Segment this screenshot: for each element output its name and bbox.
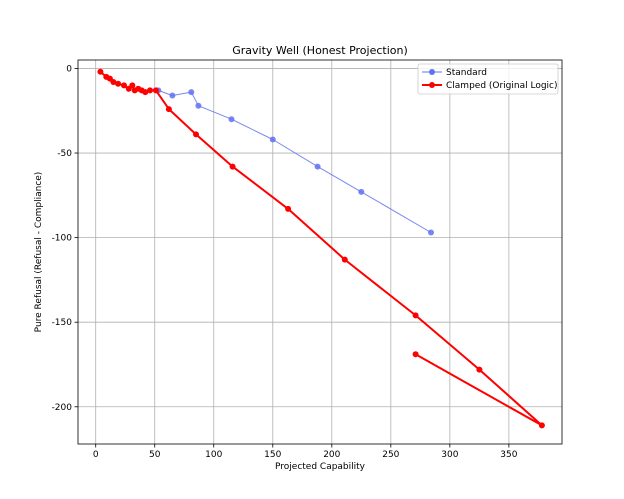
chart-title: Gravity Well (Honest Projection) bbox=[232, 44, 408, 57]
data-point-clamped-original-logic-4 bbox=[115, 80, 122, 87]
series-line-standard bbox=[158, 89, 432, 233]
x-tick-label-6: 300 bbox=[441, 450, 458, 460]
x-tick-label-0: 0 bbox=[93, 450, 99, 460]
y-axis: 0 -50 -100 -150 -200 bbox=[52, 64, 78, 413]
x-tick-label-3: 150 bbox=[264, 450, 281, 460]
series-layer bbox=[97, 68, 545, 429]
data-point-clamped-original-logic-11 bbox=[142, 89, 149, 96]
data-point-clamped-original-logic-17 bbox=[285, 205, 292, 212]
y-tick-label-1: -50 bbox=[57, 149, 72, 159]
data-point-clamped-original-logic-12 bbox=[147, 87, 153, 94]
data-point-clamped-original-logic-7 bbox=[129, 82, 136, 89]
data-point-standard-3 bbox=[195, 102, 202, 109]
data-point-clamped-original-logic-18 bbox=[341, 256, 348, 263]
x-tick-label-5: 250 bbox=[382, 450, 399, 460]
y-tick-label-4: -200 bbox=[52, 403, 73, 413]
legend-marker-clamped bbox=[429, 82, 435, 88]
data-point-clamped-original-logic-21 bbox=[538, 422, 545, 429]
data-point-clamped-original-logic-15 bbox=[193, 131, 199, 138]
x-tick-label-4: 200 bbox=[323, 450, 340, 460]
data-point-clamped-original-logic-3 bbox=[110, 79, 117, 85]
x-tick-label-2: 100 bbox=[205, 450, 222, 460]
data-point-clamped-original-logic-0 bbox=[97, 68, 104, 75]
grid-lines bbox=[78, 60, 562, 444]
data-point-clamped-original-logic-16 bbox=[229, 163, 236, 170]
y-tick-label-3: -150 bbox=[52, 318, 73, 328]
data-point-standard-7 bbox=[358, 188, 365, 195]
y-axis-label: Pure Refusal (Refusal - Compliance) bbox=[34, 172, 44, 333]
data-point-standard-1 bbox=[169, 92, 176, 99]
plot-frame bbox=[77, 59, 563, 445]
series-line-clamped-original-logic bbox=[99, 71, 543, 427]
legend: Standard Clamped (Original Logic) bbox=[417, 63, 559, 95]
data-point-clamped-original-logic-20 bbox=[476, 366, 483, 373]
x-axis-label: Projected Capability bbox=[275, 462, 366, 472]
data-point-clamped-original-logic-5 bbox=[121, 82, 127, 89]
series-clamped-original-logic bbox=[97, 68, 545, 429]
data-point-standard-2 bbox=[188, 89, 195, 96]
data-point-standard-4 bbox=[228, 116, 235, 123]
x-axis: 0 50 100 150 200 250 300 350 bbox=[93, 444, 518, 460]
legend-marker-standard bbox=[429, 69, 435, 75]
data-point-standard-5 bbox=[269, 136, 276, 143]
y-tick-label-0: 0 bbox=[66, 64, 72, 74]
data-point-clamped-original-logic-14 bbox=[165, 106, 172, 113]
legend-label-standard: Standard bbox=[446, 68, 487, 78]
x-tick-label-1: 50 bbox=[149, 450, 161, 460]
x-tick-label-7: 350 bbox=[500, 450, 517, 460]
series-standard bbox=[155, 87, 434, 236]
legend-box bbox=[417, 63, 559, 95]
data-point-clamped-original-logic-22 bbox=[412, 351, 419, 358]
data-point-clamped-original-logic-13 bbox=[152, 87, 159, 94]
data-point-standard-6 bbox=[314, 163, 321, 170]
data-point-clamped-original-logic-19 bbox=[412, 312, 419, 319]
data-point-standard-8 bbox=[428, 229, 434, 236]
legend-label-clamped: Clamped (Original Logic) bbox=[446, 81, 558, 91]
y-tick-label-2: -100 bbox=[52, 234, 73, 244]
